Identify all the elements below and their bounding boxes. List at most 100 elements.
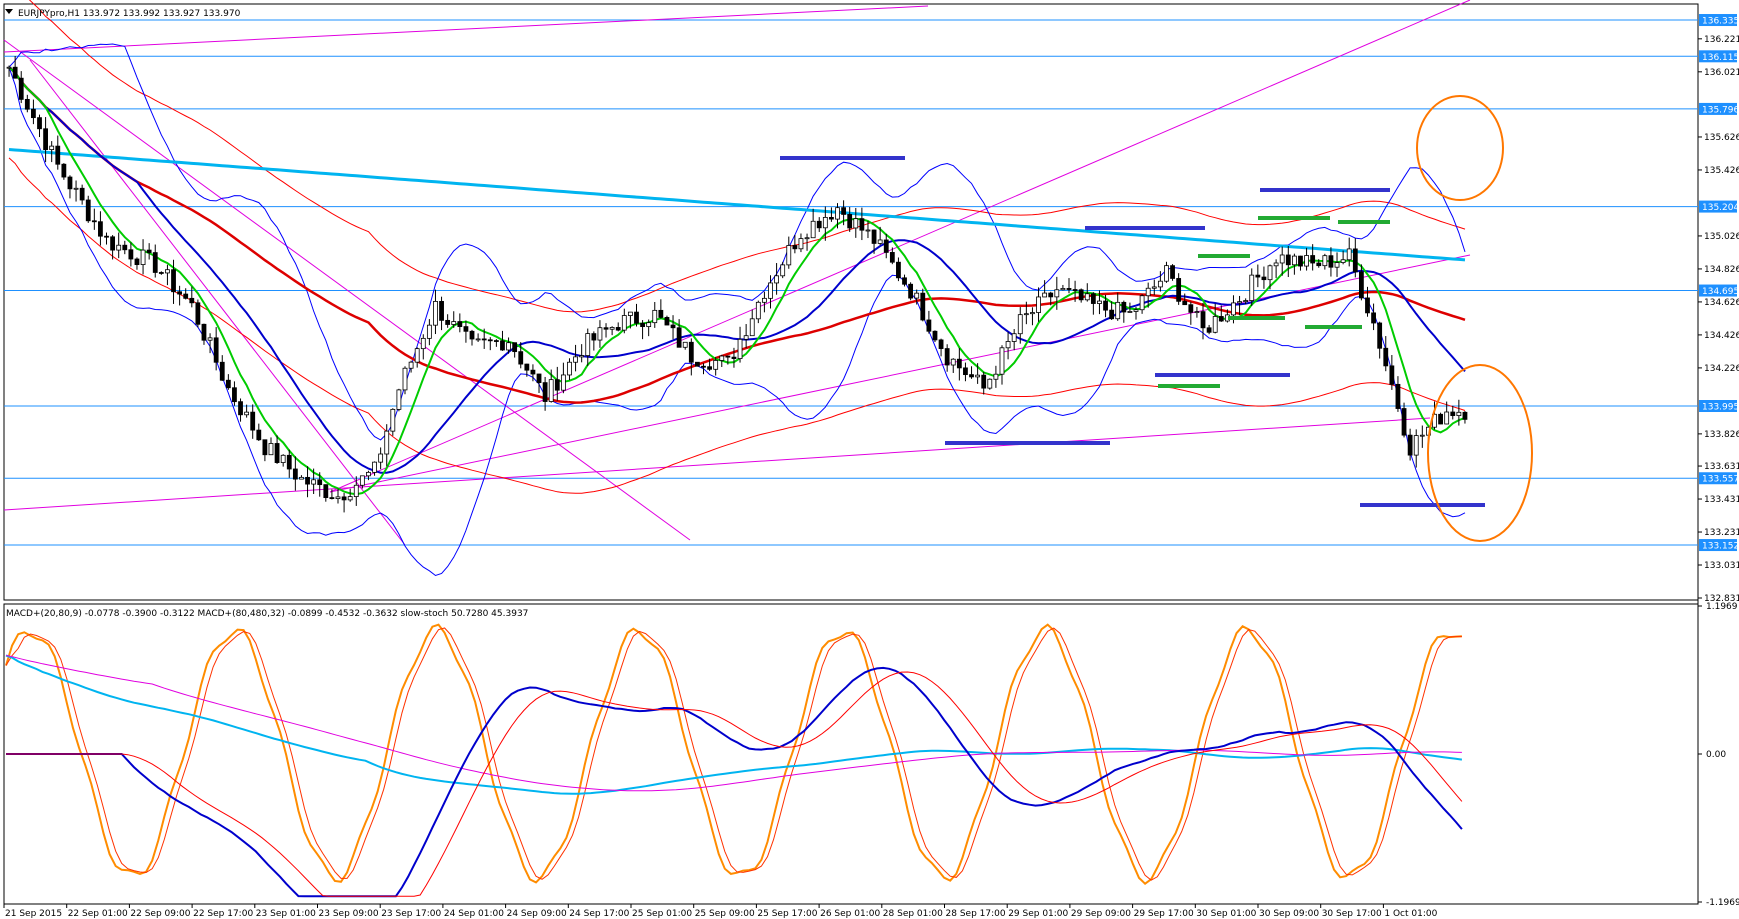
candle-body — [1066, 288, 1072, 290]
time-tick-label: 24 Sep 09:00 — [507, 909, 567, 919]
ema-mid — [8, 66, 1466, 474]
price-badge — [1699, 400, 1737, 412]
candle-body — [1109, 309, 1115, 320]
candle-body — [158, 272, 164, 274]
candle-body — [1042, 292, 1048, 298]
price-badge-label: 134.695 — [1702, 287, 1739, 297]
candle-body — [457, 321, 463, 328]
time-tick-label: 25 Sep 01:00 — [632, 909, 692, 919]
price-tick-label: 133.031 — [1704, 561, 1739, 571]
candle-body — [1200, 311, 1206, 329]
candle-body — [1298, 255, 1303, 267]
candle-body — [219, 361, 225, 381]
candle-body — [695, 361, 700, 367]
candle-body — [737, 338, 743, 359]
price-badge — [1699, 200, 1737, 213]
candle-body — [67, 176, 73, 190]
price-badge — [1699, 102, 1737, 115]
horizontal-levels: 136.335 136.115 135.796 135.204 134.695 133.9… — [4, 14, 1739, 552]
candle-body — [1334, 262, 1340, 268]
time-tick-label: 30 Sep 17:00 — [1322, 909, 1382, 919]
candle-body — [1127, 311, 1133, 313]
candle-body — [201, 323, 207, 341]
candle-body — [1218, 316, 1224, 322]
candle-body — [311, 479, 317, 485]
sma-long — [8, 148, 1466, 262]
candle-body — [1255, 274, 1261, 278]
candle-body — [889, 252, 895, 263]
candle-body — [871, 229, 877, 244]
candle-body — [816, 220, 822, 229]
ema-slow — [8, 66, 1466, 404]
price-badge — [1699, 14, 1737, 27]
candle-body — [975, 374, 981, 378]
candle-body — [950, 358, 956, 366]
candle-body — [1401, 408, 1407, 436]
candle-body — [829, 216, 834, 220]
candle-body — [1310, 255, 1316, 264]
candle-body — [579, 355, 585, 358]
price-tick-label: 133.231 — [1704, 528, 1739, 538]
candle-body — [1103, 300, 1108, 311]
trendline — [329, 0, 1471, 493]
candle-body — [55, 145, 61, 165]
bollinger-upper — [8, 43, 1466, 441]
candle-body — [1231, 302, 1236, 316]
candle-body — [1060, 288, 1066, 291]
candle-body — [1407, 434, 1413, 456]
price-badge-label: 133.557 — [1702, 475, 1739, 485]
candle-body — [469, 330, 475, 340]
chart-header: EURJPYpro,H1 133.972 133.992 133.927 133… — [5, 9, 241, 19]
candle-body — [366, 471, 371, 477]
candle-body — [621, 315, 627, 331]
candle-body — [847, 214, 853, 229]
indicator-tick-label: 1.1969 — [1706, 602, 1738, 612]
candle-body — [122, 244, 128, 251]
candle-body — [920, 292, 926, 321]
price-badge — [1699, 539, 1737, 552]
candle-body — [987, 378, 993, 389]
candle-body — [822, 216, 828, 229]
candle-body — [719, 355, 725, 361]
candle-body — [1328, 255, 1334, 268]
candle-body — [1304, 255, 1309, 267]
time-tick-label: 30 Sep 01:00 — [1196, 909, 1256, 919]
time-tick-label: 21 Sep 2015 — [5, 909, 62, 919]
annotation-ellipse — [1416, 95, 1504, 201]
envelope-lower — [8, 157, 1466, 494]
candle-body — [1273, 262, 1279, 267]
candle-body — [1194, 311, 1200, 314]
envelope-bands — [8, 0, 1466, 494]
candle-body — [1145, 287, 1151, 297]
candle-body — [798, 238, 804, 250]
candle-body — [152, 252, 158, 273]
candle-body — [701, 365, 706, 368]
envelope-upper — [28, 0, 1466, 313]
candle-body — [335, 496, 341, 500]
candle-body — [1413, 435, 1419, 456]
candle-body — [1450, 411, 1456, 417]
candle-body — [1365, 297, 1370, 314]
candle-body — [713, 360, 719, 370]
candle-body — [560, 374, 566, 391]
price-badge-label: 136.115 — [1702, 53, 1739, 63]
candle-body — [1389, 365, 1395, 385]
time-tick-label: 26 Sep 01:00 — [820, 909, 880, 919]
candle-body — [390, 408, 396, 432]
candle-body — [585, 333, 591, 356]
candle-body — [932, 330, 938, 341]
candle-body — [780, 264, 786, 277]
support-resistance-marks — [780, 156, 1485, 507]
candle-body — [37, 117, 42, 130]
candle-body — [658, 309, 664, 318]
candle-body — [225, 379, 231, 389]
candle-body — [1279, 254, 1285, 264]
candle-body — [1011, 333, 1017, 342]
candle-body — [256, 429, 262, 441]
candle-body — [420, 337, 426, 350]
candle-body — [1005, 341, 1011, 349]
candle-body — [134, 258, 140, 265]
candle-body — [1097, 300, 1102, 304]
collapse-triangle-icon[interactable] — [5, 9, 13, 14]
